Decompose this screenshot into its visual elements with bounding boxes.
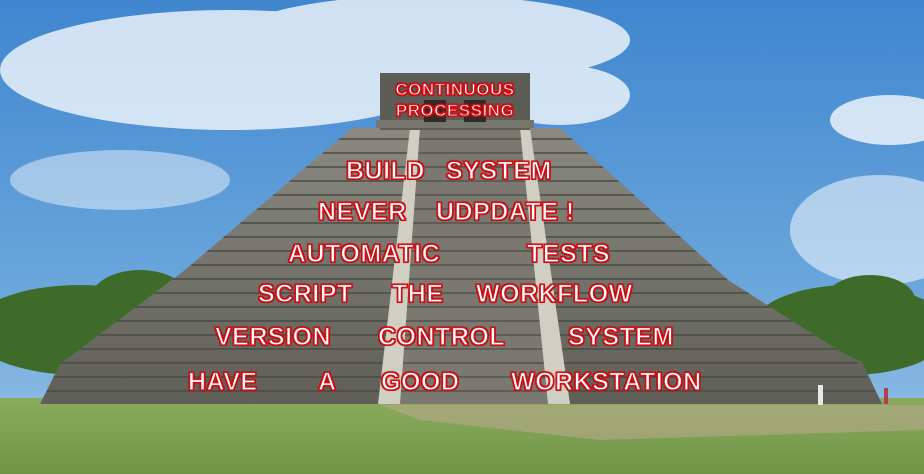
layer5-word-1: VERSION [214, 322, 332, 351]
layer6-word-1: HAVE [187, 367, 258, 396]
layer3-word-2: TESTS [526, 239, 611, 268]
layer3-word-1: AUTOMATIC [287, 239, 441, 268]
layer5-word-2: CONTROL [377, 322, 506, 351]
layer6-word-2: A [317, 367, 337, 396]
layer1-word-2: SYSTEM [445, 156, 552, 185]
top-line-2: PROCESSING [395, 100, 515, 120]
clouds [0, 0, 924, 285]
layer2-word-1: NEVER [317, 197, 407, 226]
layer4-word-3: WORKFLOW [475, 279, 633, 308]
layer5-word-3: SYSTEM [567, 322, 674, 351]
layer4-word-2: THE [391, 279, 444, 308]
layer6-word-4: WORKSTATION [510, 367, 702, 396]
layer2-word-2: UDPDATE ! [435, 197, 575, 226]
layer6-word-3: GOOD [380, 367, 460, 396]
top-label: CONTINUOUS PROCESSING [380, 79, 530, 121]
top-line-1: CONTINUOUS [395, 79, 515, 99]
layer4-word-1: SCRIPT [257, 279, 353, 308]
layer1-word-1: BUILD [345, 156, 425, 185]
